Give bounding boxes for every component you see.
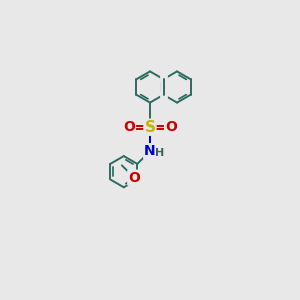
Text: O: O — [128, 171, 140, 185]
Text: N: N — [144, 144, 156, 158]
Text: O: O — [165, 120, 177, 134]
Text: S: S — [145, 120, 155, 135]
Text: H: H — [155, 148, 164, 158]
Text: O: O — [123, 120, 135, 134]
